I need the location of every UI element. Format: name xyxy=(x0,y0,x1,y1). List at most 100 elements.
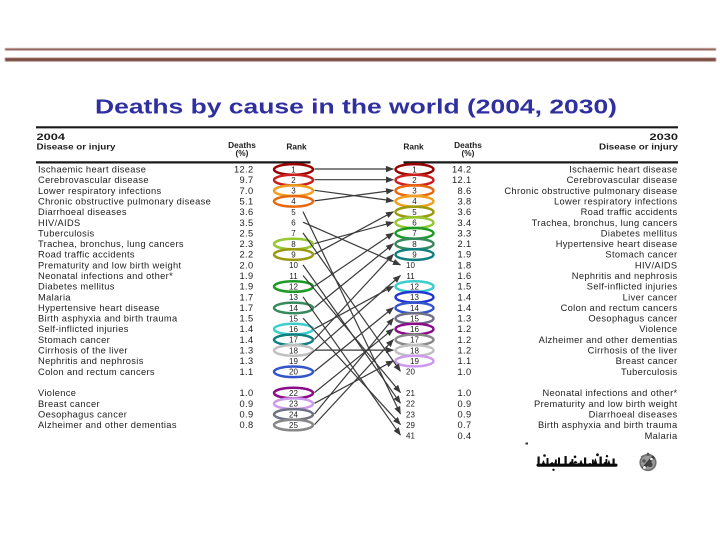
svg-text:Diabetes mellitus: Diabetes mellitus xyxy=(601,228,678,238)
svg-text:1.1: 1.1 xyxy=(458,356,472,366)
svg-text:3.6: 3.6 xyxy=(240,207,254,217)
svg-text:1.7: 1.7 xyxy=(240,292,254,302)
svg-text:11: 11 xyxy=(289,272,298,281)
svg-text:(%): (%) xyxy=(462,148,475,158)
svg-text:1.3: 1.3 xyxy=(240,346,254,356)
svg-text:Liver cancer: Liver cancer xyxy=(623,292,678,302)
svg-text:Self-inflicted injuries: Self-inflicted injuries xyxy=(587,282,678,292)
svg-text:Nephritis and nephrosis: Nephritis and nephrosis xyxy=(572,271,678,281)
svg-text:8.6: 8.6 xyxy=(458,186,472,196)
svg-text:Prematurity and low birth weig: Prematurity and low birth weight xyxy=(534,399,678,409)
svg-text:2.0: 2.0 xyxy=(240,260,254,270)
svg-text:Trachea, bronchus, lung cancer: Trachea, bronchus, lung cancers xyxy=(38,239,184,249)
svg-text:1.8: 1.8 xyxy=(458,260,472,270)
svg-text:1.6: 1.6 xyxy=(458,271,472,281)
svg-text:1.9: 1.9 xyxy=(240,271,254,281)
svg-text:13: 13 xyxy=(289,293,298,302)
svg-text:0.8: 0.8 xyxy=(240,420,254,430)
svg-text:1.9: 1.9 xyxy=(240,282,254,292)
svg-text:Cerebrovascular disease: Cerebrovascular disease xyxy=(567,175,678,185)
svg-text:Rank: Rank xyxy=(286,141,307,151)
svg-text:Stomach cancer: Stomach cancer xyxy=(38,335,110,345)
svg-text:Ischaemic heart disease: Ischaemic heart disease xyxy=(569,165,677,175)
svg-text:Hypertensive heart disease: Hypertensive heart disease xyxy=(556,239,678,249)
svg-text:20: 20 xyxy=(406,368,415,377)
svg-text:41: 41 xyxy=(406,432,415,441)
svg-text:17: 17 xyxy=(410,336,419,345)
svg-text:3.4: 3.4 xyxy=(458,218,472,228)
svg-text:0.4: 0.4 xyxy=(458,431,472,441)
svg-text:1.5: 1.5 xyxy=(240,314,254,324)
svg-text:3.8: 3.8 xyxy=(458,196,472,206)
svg-text:Malaria: Malaria xyxy=(38,292,71,302)
svg-text:1.4: 1.4 xyxy=(458,292,472,302)
svg-text:7: 7 xyxy=(291,229,296,238)
svg-text:19: 19 xyxy=(289,357,298,366)
svg-text:22: 22 xyxy=(289,389,298,398)
svg-text:0.9: 0.9 xyxy=(458,399,472,409)
svg-text:Cirrhosis of the liver: Cirrhosis of the liver xyxy=(588,346,678,356)
svg-text:0.9: 0.9 xyxy=(240,410,254,420)
svg-text:12: 12 xyxy=(410,282,419,291)
svg-text:Self-inflicted injuries: Self-inflicted injuries xyxy=(38,324,129,334)
svg-text:9: 9 xyxy=(412,251,417,260)
svg-text:4: 4 xyxy=(412,197,417,206)
svg-text:Ischaemic heart disease: Ischaemic heart disease xyxy=(38,165,146,175)
svg-text:Lower respiratory infections: Lower respiratory infections xyxy=(38,186,161,196)
svg-text:6: 6 xyxy=(291,219,296,228)
svg-text:Neonatal infections and other*: Neonatal infections and other* xyxy=(542,388,677,398)
svg-text:1.7: 1.7 xyxy=(240,303,254,313)
svg-text:Tuberculosis: Tuberculosis xyxy=(38,228,95,238)
svg-text:Deaths by cause in the world (: Deaths by cause in the world (2004, 2030… xyxy=(95,96,617,119)
svg-text:HIV/AIDS: HIV/AIDS xyxy=(38,218,81,228)
svg-text:23: 23 xyxy=(406,410,415,419)
svg-text:Breast cancer: Breast cancer xyxy=(38,399,100,409)
svg-text:Road traffic accidents: Road traffic accidents xyxy=(38,250,135,260)
svg-text:14.2: 14.2 xyxy=(452,165,472,175)
svg-text:Colon and rectum cancers: Colon and rectum cancers xyxy=(561,303,678,313)
svg-text:Road traffic accidents: Road traffic accidents xyxy=(581,207,678,217)
svg-text:1.1: 1.1 xyxy=(240,367,254,377)
svg-text:Deaths: Deaths xyxy=(454,140,482,150)
svg-text:1.2: 1.2 xyxy=(458,324,472,334)
svg-text:12: 12 xyxy=(289,282,298,291)
svg-text:Diabetes mellitus: Diabetes mellitus xyxy=(38,282,115,292)
svg-text:2.5: 2.5 xyxy=(240,228,254,238)
svg-text:11: 11 xyxy=(406,272,415,281)
svg-text:3: 3 xyxy=(291,187,296,196)
svg-text:Tuberculosis: Tuberculosis xyxy=(621,367,678,377)
svg-text:Birth asphyxia and birth traum: Birth asphyxia and birth trauma xyxy=(538,420,678,430)
svg-text:10: 10 xyxy=(289,261,298,270)
svg-text:Violence: Violence xyxy=(38,388,76,398)
svg-text:15: 15 xyxy=(289,314,298,323)
svg-text:14: 14 xyxy=(289,304,298,313)
svg-text:Diarrhoeal diseases: Diarrhoeal diseases xyxy=(38,207,127,217)
svg-text:2: 2 xyxy=(412,176,417,185)
svg-text:12.2: 12.2 xyxy=(234,165,254,175)
svg-text:21: 21 xyxy=(406,389,415,398)
svg-text:Cirrhosis of the liver: Cirrhosis of the liver xyxy=(38,346,128,356)
svg-text:1.0: 1.0 xyxy=(240,388,254,398)
svg-text:Oesophagus cancer: Oesophagus cancer xyxy=(588,314,677,324)
svg-text:Oesophagus cancer: Oesophagus cancer xyxy=(38,410,127,420)
svg-text:Alzheimer and other dementias: Alzheimer and other dementias xyxy=(539,335,678,345)
svg-text:Prematurity and low birth weig: Prematurity and low birth weight xyxy=(38,260,182,270)
svg-text:Chronic obstructive pulmonary: Chronic obstructive pulmonary disease xyxy=(38,196,211,206)
svg-text:29: 29 xyxy=(406,421,415,430)
svg-text:7: 7 xyxy=(412,229,417,238)
svg-text:2.1: 2.1 xyxy=(458,239,472,249)
svg-text:1.4: 1.4 xyxy=(240,324,254,334)
svg-text:1: 1 xyxy=(412,165,417,174)
svg-text:4: 4 xyxy=(291,197,296,206)
svg-text:2: 2 xyxy=(291,176,296,185)
svg-text:3.6: 3.6 xyxy=(458,207,472,217)
svg-text:1.3: 1.3 xyxy=(458,314,472,324)
svg-text:1.9: 1.9 xyxy=(458,250,472,260)
svg-text:Disease or injury: Disease or injury xyxy=(599,141,678,151)
svg-text:Chronic obstructive pulmonary: Chronic obstructive pulmonary disease xyxy=(504,186,677,196)
svg-text:1.2: 1.2 xyxy=(458,335,472,345)
svg-text:5: 5 xyxy=(412,208,417,217)
svg-text:Disease or injury: Disease or injury xyxy=(37,141,116,151)
svg-text:0.7: 0.7 xyxy=(458,420,472,430)
svg-text:1.2: 1.2 xyxy=(458,346,472,356)
